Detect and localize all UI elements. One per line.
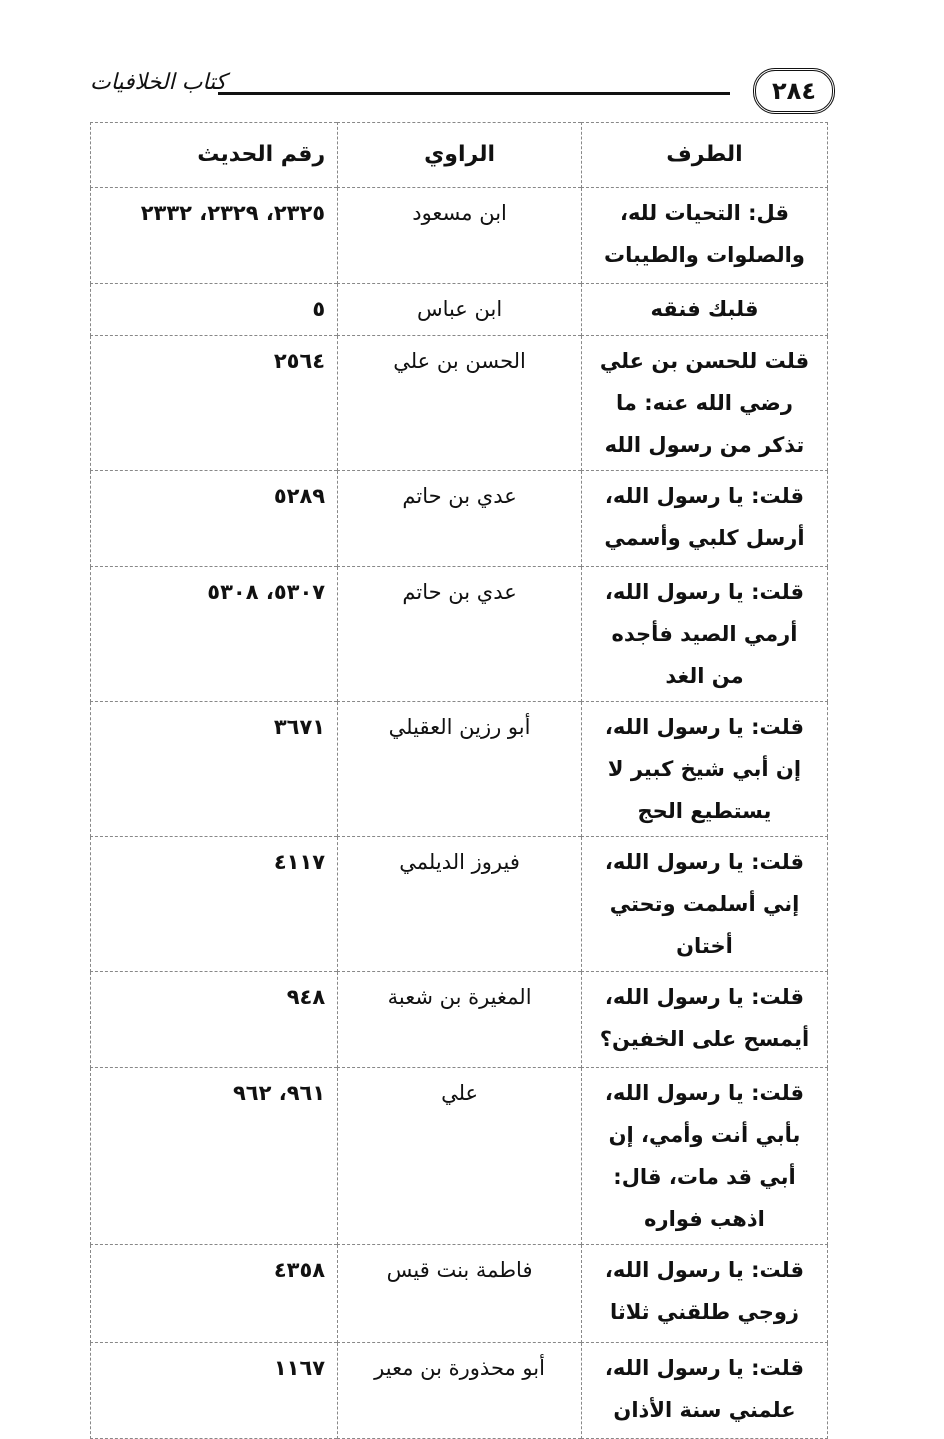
cell-tarf: قلت: يا رسول الله، زوجي طلقني ثلاثا [580, 1244, 829, 1343]
table-row: قلت: يا رسول الله، إن أبي شيخ كبير لا يس… [89, 701, 829, 837]
cell-rawi: ابن عباس [337, 283, 582, 336]
cell-rawi: علي [337, 1067, 582, 1245]
cell-rawi: الحسن بن علي [337, 335, 582, 471]
cell-rawi: أبو رزين العقيلي [337, 701, 582, 837]
cell-tarf: قلت: يا رسول الله، أرسل كلبي وأسمي [580, 470, 829, 567]
hadith-index-table: الطرف الراوي رقم الحديث قل: التحيات لله،… [89, 122, 829, 1439]
cell-hadith-number: ٩٤٨ [89, 971, 339, 1068]
cell-hadith-number: ٢٥٦٤ [89, 335, 339, 471]
cell-tarf: قلت: يا رسول الله، بأبي أنت وأمي، إن أبي… [580, 1067, 829, 1245]
cell-rawi: عدي بن حاتم [337, 566, 582, 702]
column-header-rawi: الراوي [337, 122, 582, 188]
table-row: قلبك فنقه ابن عباس ٥ [89, 283, 829, 336]
cell-tarf: قلت: يا رسول الله، علمني سنة الأذان [580, 1342, 829, 1439]
cell-hadith-number: ٣٦٧١ [89, 701, 339, 837]
table-row: قلت: يا رسول الله، أرسل كلبي وأسمي عدي بن… [89, 470, 829, 567]
book-title: كتاب الخلافيات [90, 70, 227, 95]
cell-hadith-number: ٥٣٠٧، ٥٣٠٨ [89, 566, 339, 702]
cell-rawi: عدي بن حاتم [337, 470, 582, 567]
table-row: قلت: يا رسول الله، علمني سنة الأذان أبو م… [89, 1342, 829, 1439]
column-header-number: رقم الحديث [89, 122, 339, 188]
cell-rawi: فاطمة بنت قيس [337, 1244, 582, 1343]
table-row: قلت: يا رسول الله، أرمي الصيد فأجده من ا… [89, 566, 829, 702]
cell-tarf: قلت: يا رسول الله، أيمسح على الخفين؟ [580, 971, 829, 1068]
column-header-tarf: الطرف [580, 122, 829, 188]
table-row: قل: التحيات لله، والصلوات والطيبات ابن مس… [89, 187, 829, 284]
page-number: ٢٨٤ [753, 68, 835, 114]
page-header: كتاب الخلافيات ٢٨٤ [90, 68, 835, 114]
cell-tarf: قلبك فنقه [580, 283, 829, 336]
cell-tarf: قلت: يا رسول الله، إني أسلمت وتحتي أختان [580, 836, 829, 972]
table-row: قلت: يا رسول الله، أيمسح على الخفين؟ المغ… [89, 971, 829, 1068]
cell-hadith-number: ٤٣٥٨ [89, 1244, 339, 1343]
cell-hadith-number: ٤١١٧ [89, 836, 339, 972]
header-rule [218, 92, 730, 95]
cell-tarf: قلت: يا رسول الله، أرمي الصيد فأجده من ا… [580, 566, 829, 702]
table-header-row: الطرف الراوي رقم الحديث [89, 122, 829, 188]
cell-hadith-number: ٩٦١، ٩٦٢ [89, 1067, 339, 1245]
cell-tarf: قلت للحسن بن علي رضي الله عنه: ما تذكر م… [580, 335, 829, 471]
cell-hadith-number: ٢٣٢٥، ٢٣٢٩، ٢٣٣٢ [89, 187, 339, 284]
table-row: قلت للحسن بن علي رضي الله عنه: ما تذكر م… [89, 335, 829, 471]
cell-rawi: ابن مسعود [337, 187, 582, 284]
cell-tarf: قلت: يا رسول الله، إن أبي شيخ كبير لا يس… [580, 701, 829, 837]
table-row: قلت: يا رسول الله، إني أسلمت وتحتي أختان… [89, 836, 829, 972]
cell-hadith-number: ٥ [89, 283, 339, 336]
cell-rawi: فيروز الديلمي [337, 836, 582, 972]
cell-rawi: المغيرة بن شعبة [337, 971, 582, 1068]
cell-hadith-number: ٥٢٨٩ [89, 470, 339, 567]
table-row: قلت: يا رسول الله، زوجي طلقني ثلاثا فاطمة… [89, 1244, 829, 1343]
cell-rawi: أبو محذورة بن معير [337, 1342, 582, 1439]
cell-tarf: قل: التحيات لله، والصلوات والطيبات [580, 187, 829, 284]
cell-hadith-number: ١١٦٧ [89, 1342, 339, 1439]
table-row: قلت: يا رسول الله، بأبي أنت وأمي، إن أبي… [89, 1067, 829, 1245]
